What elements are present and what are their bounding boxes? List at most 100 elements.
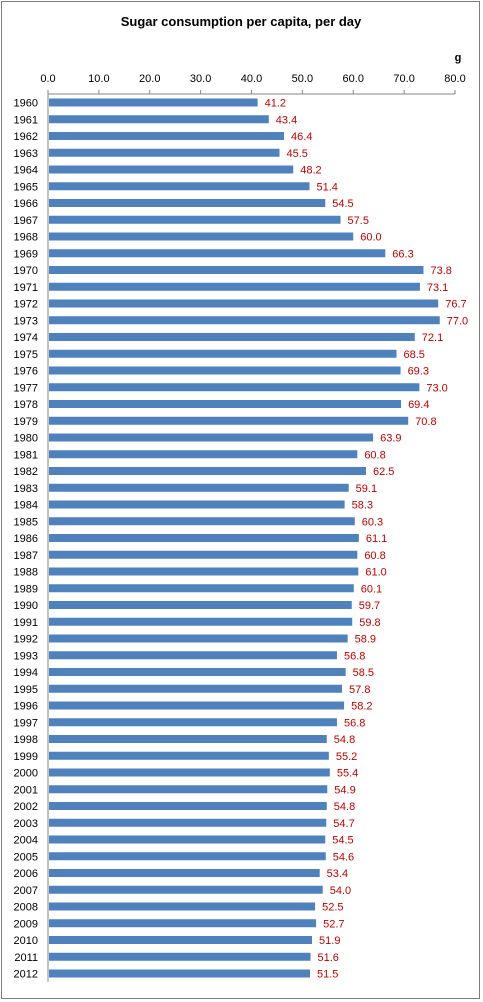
bar [49,735,327,743]
data-label: 69.3 [408,366,429,378]
category-label: 1964 [14,165,38,177]
bar [49,802,327,810]
bar [49,416,409,425]
data-label: 54.5 [332,198,353,210]
data-label: 60.8 [364,550,385,562]
category-label: 2005 [14,851,38,863]
category-label: 1993 [14,650,38,662]
data-label: 77.0 [447,315,468,327]
data-label: 59.1 [356,483,377,495]
data-label: 53.4 [327,868,348,880]
bar [49,751,329,760]
category-label: 1990 [14,600,38,612]
bar [49,148,280,157]
data-label: 63.9 [380,433,401,445]
category-label: 2007 [14,885,38,897]
data-label: 60.8 [364,449,385,461]
category-label: 1997 [14,717,38,729]
bar [49,835,326,844]
category-label: 1971 [14,282,38,294]
data-label: 57.5 [348,215,369,227]
category-label: 1979 [14,416,38,428]
x-tick-label: 0.0 [40,73,55,85]
category-label: 2012 [14,969,38,981]
data-label: 46.4 [291,131,312,143]
bar [49,869,320,877]
category-label: 1973 [14,315,38,327]
data-label: 70.8 [415,416,436,428]
bar [49,98,258,107]
category-label: 1999 [14,751,38,763]
data-label: 56.8 [344,717,365,729]
category-label: 1989 [14,583,38,595]
data-label: 51.9 [319,935,340,947]
bar [49,199,326,207]
data-label: 60.0 [360,232,381,244]
bar [49,483,349,492]
data-label: 60.1 [361,583,382,595]
data-label: 54.6 [333,851,354,863]
x-tick-label: 20.0 [139,73,160,85]
data-label: 76.7 [445,299,466,311]
bar [49,902,316,911]
category-label: 1972 [14,299,38,311]
data-label: 45.5 [286,148,307,160]
x-axis: 0.0 10.0 20.0 30.0 40.0 50.0 60.0 70.0 80.0 [40,73,466,982]
bar [49,115,269,124]
chart-title: Sugar consumption per capita, per day [121,14,362,29]
data-label: 56.8 [344,650,365,662]
data-label: 61.0 [365,567,386,579]
x-tick-label: 10.0 [88,73,109,85]
category-label: 1978 [14,399,38,411]
data-label: 52.5 [322,902,343,914]
data-label: 55.4 [337,768,358,780]
bar [49,617,353,626]
data-label: 55.2 [336,751,357,763]
x-tick-label: 60.0 [343,73,364,85]
data-label: 58.2 [351,701,372,713]
data-label: 54.8 [334,801,355,813]
bar [49,282,420,291]
data-label: 41.2 [265,98,286,110]
bar [49,333,415,341]
data-label: 51.5 [317,969,338,981]
data-label: 54.0 [330,885,351,897]
category-label: 1970 [14,265,38,277]
bar [49,299,439,308]
category-label: 2002 [14,801,38,813]
category-label: 1962 [14,131,38,143]
data-label: 58.3 [352,500,373,512]
bar [49,567,359,576]
bar [49,919,317,928]
bar [49,182,310,191]
bar [49,467,366,475]
data-label: 54.7 [333,818,354,830]
bar [49,651,337,660]
category-label: 1968 [14,232,38,244]
data-label: 66.3 [392,248,413,260]
data-label: 69.4 [408,399,429,411]
category-label: 1977 [14,382,38,394]
bar [49,349,397,358]
bar [49,785,328,794]
category-label: 1981 [14,449,38,461]
data-label: 57.8 [349,684,370,696]
category-label: 2000 [14,768,38,780]
data-label: 58.5 [353,667,374,679]
bar [49,969,311,978]
category-label: 1967 [14,215,38,227]
category-label: 1995 [14,684,38,696]
category-label: 1984 [14,500,38,512]
bar [49,132,285,140]
bar [49,601,352,609]
bar [49,584,354,593]
category-label: 1969 [14,248,38,260]
bar [49,232,354,241]
category-label: 1965 [14,181,38,193]
category-label: 1976 [14,366,38,378]
bar [49,266,424,274]
data-label: 61.1 [366,533,387,545]
bar [49,400,402,408]
unit-label: g [455,52,462,64]
